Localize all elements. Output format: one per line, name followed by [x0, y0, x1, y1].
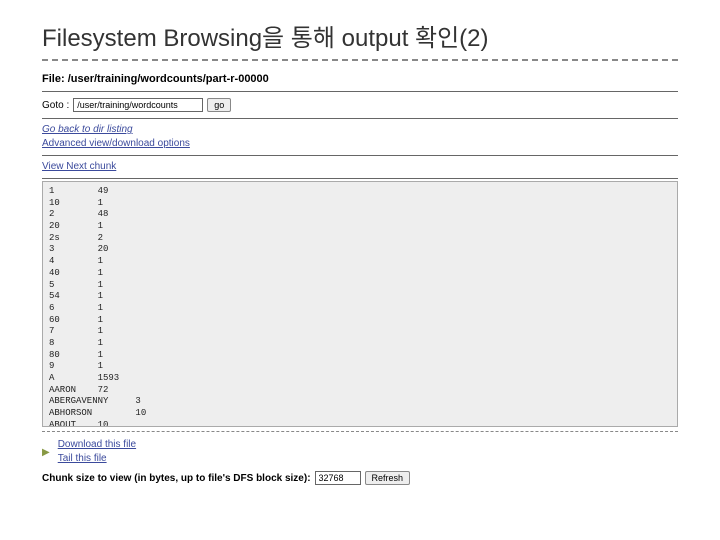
- divider: [42, 91, 678, 92]
- bottom-links: ▶ Download this file Tail this file: [42, 436, 678, 468]
- refresh-button[interactable]: Refresh: [365, 471, 411, 485]
- divider: [42, 118, 678, 119]
- title-underline: [42, 59, 678, 61]
- goto-label: Goto :: [42, 100, 69, 111]
- advanced-link[interactable]: Advanced view/download options: [42, 137, 678, 151]
- bottom-divider: [42, 431, 678, 432]
- view-next-link[interactable]: View Next chunk: [42, 160, 678, 174]
- file-label: File:: [42, 73, 65, 85]
- arrow-icon: ▶: [42, 447, 50, 458]
- tail-link[interactable]: Tail this file: [58, 452, 136, 466]
- divider: [42, 155, 678, 156]
- content-area: File: /user/training/wordcounts/part-r-0…: [0, 69, 720, 488]
- download-link[interactable]: Download this file: [58, 438, 136, 452]
- nav-links: Go back to dir listing Advanced view/dow…: [42, 121, 678, 153]
- chunk-label: Chunk size to view (in bytes, up to file…: [42, 473, 311, 484]
- back-link[interactable]: Go back to dir listing: [42, 123, 678, 137]
- file-header: File: /user/training/wordcounts/part-r-0…: [42, 69, 678, 89]
- data-panel: 1 49 10 1 2 48 20 1 2s 2 3 20 4 1 40 1 5…: [42, 181, 678, 427]
- go-button[interactable]: go: [207, 98, 231, 112]
- chunk-row: Chunk size to view (in bytes, up to file…: [42, 468, 678, 488]
- divider: [42, 178, 678, 179]
- slide-title: Filesystem Browsing을 통해 output 확인(2): [0, 0, 720, 59]
- file-path: /user/training/wordcounts/part-r-00000: [68, 73, 269, 85]
- goto-input[interactable]: [73, 98, 203, 112]
- chunk-nav: View Next chunk: [42, 158, 678, 176]
- goto-row: Goto : go: [42, 94, 678, 116]
- chunk-input[interactable]: [315, 471, 361, 485]
